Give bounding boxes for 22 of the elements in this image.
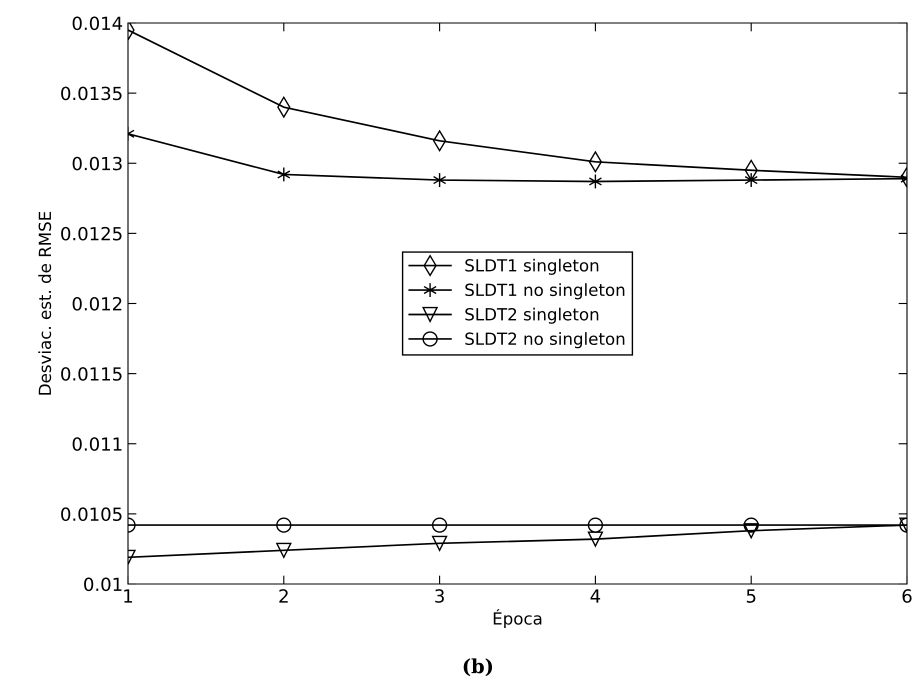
- x-tick-label: 2: [279, 589, 288, 603]
- legend-label: SLDT1 singleton: [465, 258, 598, 275]
- text: (b): [464, 658, 492, 676]
- y-tick-label: 0.014: [72, 16, 122, 30]
- y-tick-label: 0.012: [72, 296, 122, 311]
- y-tick-label: 0.0105: [61, 507, 122, 521]
- x-tick-label: 3: [435, 589, 444, 603]
- x-axis-title: Época: [494, 609, 542, 628]
- y-axis-title: Desviac. est. de RMSE: [38, 212, 52, 395]
- legend-label: SLDT2 no singleton: [465, 332, 624, 348]
- x-tick-label: 5: [746, 589, 756, 603]
- y-tick-label: 0.013: [72, 156, 122, 170]
- y-tick-label: 0.0135: [61, 86, 122, 100]
- x-tick-label: 1: [124, 589, 132, 603]
- legend-label: SLDT1 no singleton: [465, 283, 624, 300]
- y-tick-label: 0.0125: [61, 226, 122, 240]
- x-tick-label: 6: [902, 589, 912, 603]
- legend-label: SLDT2 singleton: [465, 308, 598, 324]
- y-tick-label: 0.01: [84, 577, 122, 592]
- x-tick-label: 4: [590, 589, 600, 603]
- y-tick-label: 0.011: [72, 437, 122, 451]
- y-tick-label: 0.0115: [61, 367, 122, 381]
